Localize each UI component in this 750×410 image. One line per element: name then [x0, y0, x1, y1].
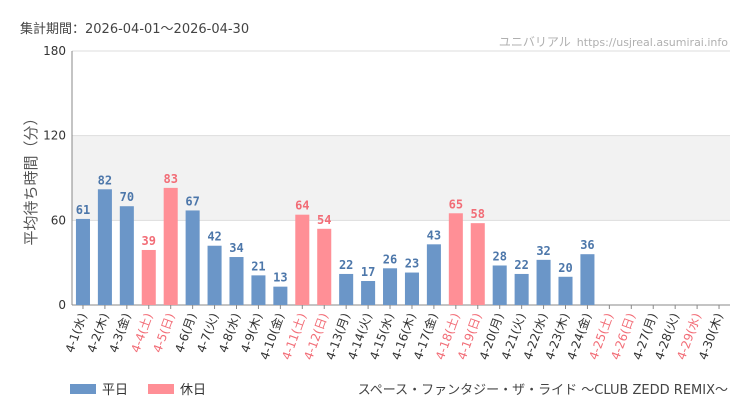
legend-item-weekday[interactable]: 平日 — [70, 379, 128, 398]
data-label: 23 — [405, 257, 419, 271]
bar — [536, 259, 551, 305]
y-tick-label: 60 — [51, 213, 66, 227]
legend-swatch-weekday — [70, 383, 96, 394]
bar — [492, 265, 507, 305]
bar — [339, 273, 354, 305]
data-label: 17 — [361, 265, 375, 279]
data-label: 20 — [558, 261, 572, 275]
bar — [207, 245, 222, 305]
data-label: 32 — [536, 244, 550, 258]
data-label: 36 — [580, 238, 594, 252]
data-label: 82 — [98, 173, 112, 187]
period-label: 集計期間：2026-04-01～2026-04-30 — [20, 22, 250, 37]
data-label: 42 — [207, 230, 221, 244]
bar — [448, 213, 463, 305]
legend-label-weekday: 平日 — [102, 383, 129, 398]
data-label: 58 — [471, 207, 485, 221]
data-label: 22 — [339, 258, 353, 272]
site-credit: ユニバリアル https://usjreal.asumirai.info — [499, 33, 728, 50]
bar — [426, 244, 441, 305]
bar — [404, 272, 419, 305]
site-name: ユニバリアル — [498, 35, 571, 49]
data-label: 26 — [383, 252, 397, 266]
bar — [295, 214, 310, 305]
legend-item-holiday[interactable]: 休日 — [148, 379, 206, 398]
bar — [383, 268, 398, 305]
data-label: 65 — [449, 197, 463, 211]
data-label: 64 — [295, 199, 309, 213]
data-label: 67 — [185, 194, 199, 208]
site-url[interactable]: https://usjreal.asumirai.info — [576, 36, 728, 49]
data-label: 22 — [514, 258, 528, 272]
data-label: 34 — [229, 241, 243, 255]
bar — [317, 228, 332, 305]
bar — [97, 189, 112, 305]
bar — [251, 275, 266, 305]
data-label: 54 — [317, 213, 331, 227]
legend: 平日 休日 — [70, 379, 206, 398]
data-label: 83 — [163, 172, 177, 186]
shaded-band — [72, 135, 730, 221]
data-label: 28 — [492, 249, 506, 263]
bar — [141, 249, 156, 305]
y-tick-label: 120 — [43, 129, 66, 143]
bar — [119, 206, 134, 305]
attraction-name: スペース・ファンタジー・ザ・ライド 〜CLUB ZEDD REMIX〜 — [357, 383, 728, 398]
bar — [361, 281, 376, 305]
bar — [163, 187, 178, 305]
data-label: 70 — [120, 190, 134, 204]
data-label: 43 — [427, 228, 441, 242]
bar — [558, 276, 573, 305]
bar — [75, 218, 90, 305]
y-tick-label: 0 — [58, 298, 66, 312]
bar — [229, 257, 244, 305]
bar — [185, 210, 200, 305]
y-tick-label: 180 — [43, 44, 66, 58]
data-label: 21 — [251, 259, 265, 273]
y-axis-label: 平均待ち時間（分） — [22, 110, 40, 245]
bar — [470, 223, 485, 305]
data-label: 13 — [273, 271, 287, 285]
data-label: 39 — [142, 234, 156, 248]
bar — [273, 286, 288, 305]
bar — [580, 254, 595, 305]
legend-swatch-holiday — [148, 383, 175, 394]
legend-label-holiday: 休日 — [180, 383, 207, 398]
bar — [514, 273, 529, 305]
data-label: 61 — [76, 203, 90, 217]
